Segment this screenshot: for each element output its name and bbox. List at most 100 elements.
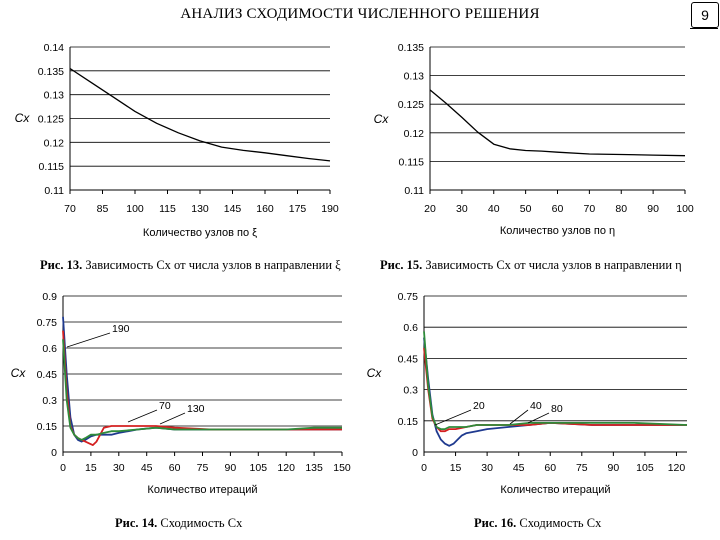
caption-fig13: Рис. 13. Зависимость Cx от числа узлов в…: [40, 258, 341, 273]
chart1-x-tick-label: 175: [289, 203, 307, 215]
chart4-annotation-label: 40: [530, 400, 542, 412]
caption-fig14-text: Сходимость Cx: [160, 516, 243, 530]
chart4-x-tick-label: 75: [576, 462, 588, 474]
chart4-x-tick-label: 0: [421, 462, 427, 474]
chart1-y-tick-label: 0.11: [44, 185, 64, 197]
chart2-x-tick-label: 20: [424, 203, 436, 215]
chart4-annotation-label: 80: [551, 403, 563, 415]
chart2-y-tick-label: 0.135: [398, 42, 424, 54]
chart2-x-tick-label: 80: [615, 203, 627, 215]
chart2-x-tick-label: 90: [647, 203, 659, 215]
chart3-x-tick-label: 45: [141, 462, 153, 474]
chart3-x-tick-label: 15: [85, 462, 97, 474]
chart3-y-tick-label: 0.3: [42, 395, 57, 407]
caption-fig16-text: Сходимость Cx: [519, 516, 602, 530]
chart2-y-tick-label: 0.11: [404, 185, 424, 197]
chart3-annotation-label: 70: [159, 400, 171, 412]
chart4-y-tick-label: 0.3: [403, 385, 418, 397]
caption-fig13-num: Рис. 13.: [40, 258, 83, 272]
chart2-y-tick-label: 0.13: [404, 71, 425, 83]
chart4-x-tick-label: 15: [450, 462, 462, 474]
chart4-x-tick-label: 105: [636, 462, 654, 474]
chart3-series-green: [62, 339, 342, 441]
chart4-annotation-leader: [434, 409, 472, 426]
chart1-x-tick-label: 70: [64, 203, 76, 215]
chart2-x-tick-label: 100: [676, 203, 694, 215]
chart3-y-tick-label: 0.45: [37, 369, 58, 381]
chart3-x-tick-label: 30: [113, 462, 125, 474]
chart3-y-tick-label: 0.15: [37, 421, 58, 433]
chart4-annotation-leader: [527, 412, 550, 424]
caption-fig13-text: Зависимость Cx от числа узлов в направле…: [85, 258, 341, 272]
caption-fig14-num: Рис. 14.: [115, 516, 158, 530]
chart2-series-line: [429, 89, 686, 157]
chart3-x-tick-label: 135: [305, 462, 323, 474]
chart3-annotation-leader: [159, 412, 186, 425]
chart2-x-tick-label: 40: [488, 203, 500, 215]
chart1-x-tick-label: 160: [256, 203, 274, 215]
chart3-annotation-leader: [127, 409, 158, 423]
chart2-x-tick-label: 50: [520, 203, 532, 215]
chart3-x-axis-label: Количество итераций: [147, 484, 257, 496]
chart1-series-line: [69, 67, 331, 162]
chart3-y-axis-label: Cx: [11, 366, 27, 380]
chart4-y-tick-label: 0.45: [398, 353, 419, 365]
chart4-x-tick-label: 60: [544, 462, 556, 474]
caption-fig14: Рис. 14. Сходимость Cx: [115, 516, 242, 531]
caption-fig15: Рис. 15. Зависимость Cx от числа узлов в…: [380, 258, 682, 273]
chart3-y-tick-label: 0: [51, 447, 57, 459]
chart3-x-tick-label: 150: [333, 462, 351, 474]
chart3-annotation-leader: [66, 332, 111, 348]
chart1-x-tick-label: 190: [321, 203, 339, 215]
chart4-y-axis-label: Cx: [367, 366, 383, 380]
chart1-x-tick-label: 145: [224, 203, 242, 215]
chart4-y-tick-label: 0.75: [398, 291, 419, 303]
chart3-y-tick-label: 0.9: [42, 291, 57, 303]
caption-fig16-num: Рис. 16.: [474, 516, 517, 530]
chart1-y-tick-label: 0.12: [44, 137, 65, 149]
chart4-x-tick-label: 90: [608, 462, 620, 474]
chart3-annotation-label: 130: [187, 403, 205, 415]
chart3-annotation-label: 190: [112, 323, 130, 335]
chart4-series-blue: [423, 337, 687, 447]
chart3-x-tick-label: 120: [277, 462, 295, 474]
chart2-x-tick-label: 70: [584, 203, 596, 215]
chart2-y-tick-label: 0.12: [404, 128, 425, 140]
header-rule: [690, 28, 718, 29]
page-number: 9: [691, 2, 719, 28]
chart3-x-tick-label: 75: [197, 462, 209, 474]
chart2-x-tick-label: 60: [552, 203, 564, 215]
chart1-y-tick-label: 0.135: [38, 66, 64, 78]
chart4-y-tick-label: 0: [412, 447, 418, 459]
chart4-x-tick-label: 45: [513, 462, 525, 474]
chart1-x-tick-label: 130: [191, 203, 209, 215]
chart3-y-tick-label: 0.6: [42, 343, 57, 355]
caption-fig15-text: Зависимость Cx от числа узлов в направле…: [425, 258, 682, 272]
chart2-x-tick-label: 30: [456, 203, 468, 215]
chart2-y-tick-label: 0.115: [399, 156, 425, 168]
caption-fig15-num: Рис. 15.: [380, 258, 423, 272]
chart1-y-axis-label: Cx: [15, 111, 31, 125]
page-title: АНАЛИЗ СХОДИМОСТИ ЧИСЛЕННОГО РЕШЕНИЯ: [180, 6, 540, 22]
chart4-y-tick-label: 0.6: [403, 322, 418, 334]
chart3-x-tick-label: 0: [60, 462, 66, 474]
chart4-annotation-label: 20: [473, 400, 485, 412]
chart1-y-tick-label: 0.13: [44, 90, 65, 102]
chart1-y-tick-label: 0.115: [39, 161, 65, 173]
chart4-x-tick-label: 30: [481, 462, 493, 474]
chart3-x-tick-label: 60: [169, 462, 181, 474]
chart1-y-tick-label: 0.125: [38, 114, 64, 126]
chart4-x-tick-label: 120: [668, 462, 686, 474]
chart1-x-tick-label: 85: [97, 203, 109, 215]
chart1-x-axis-label: Количество узлов по ξ: [143, 227, 257, 239]
chart3-y-tick-label: 0.75: [37, 317, 58, 329]
chart4-x-axis-label: Количество итераций: [500, 484, 610, 496]
chart3-x-tick-label: 90: [225, 462, 237, 474]
chart2-y-axis-label: Cx: [374, 112, 390, 126]
chart1-y-tick-label: 0.14: [44, 42, 65, 54]
chart1-x-tick-label: 115: [159, 203, 176, 215]
chart2-y-tick-label: 0.125: [398, 99, 424, 111]
chart4-y-tick-label: 0.15: [398, 416, 419, 428]
chart1-x-tick-label: 100: [126, 203, 144, 215]
